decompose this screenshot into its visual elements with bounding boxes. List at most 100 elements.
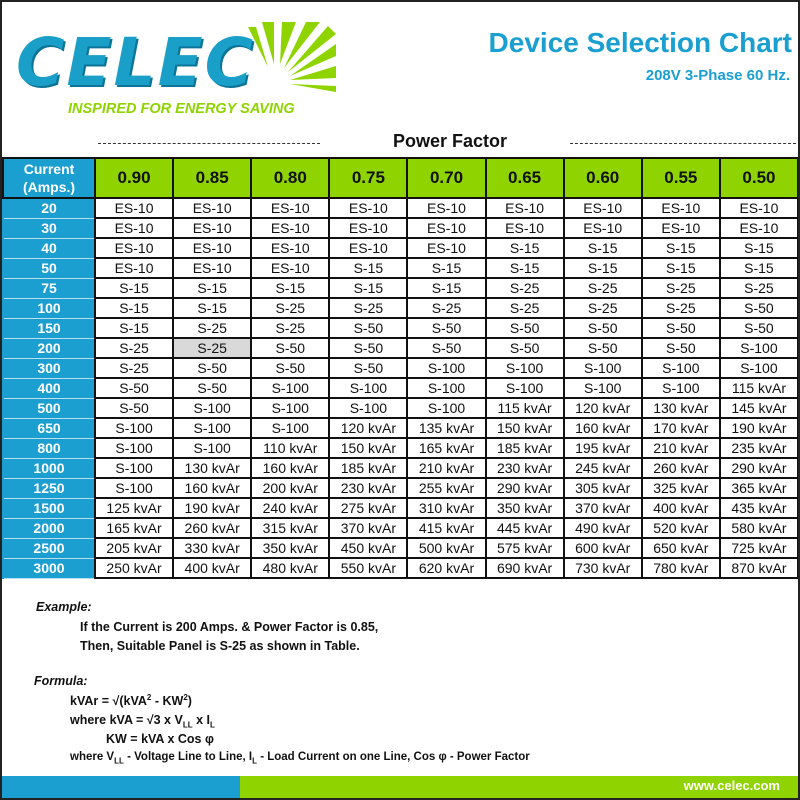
device-cell: 235 kvAr [718,437,798,459]
device-cell: ES-10 [328,237,409,259]
device-cell: S-25 [172,337,253,359]
device-cell: S-25 [718,277,798,299]
website-link[interactable]: www.celec.com [683,778,780,793]
device-cell: ES-10 [250,257,331,279]
device-cell: 330 kvAr [172,537,253,559]
device-cell: ES-10 [172,217,253,239]
power-factor-header: 0.70 [406,157,487,199]
device-cell: S-50 [718,317,798,339]
device-cell: S-50 [562,337,643,359]
formula-legend: where VLL - Voltage Line to Line, IL - L… [70,751,530,766]
current-value: 1250 [2,477,96,499]
device-cell: 245 kvAr [562,457,643,479]
device-cell: S-50 [640,337,721,359]
footer-bar: www.celec.com [2,776,798,798]
device-cell: 490 kvAr [562,517,643,539]
device-cell: S-50 [562,317,643,339]
device-cell: S-50 [484,317,565,339]
sun-burst-icon [248,22,336,92]
device-cell: ES-10 [250,217,331,239]
device-cell: 315 kvAr [250,517,331,539]
device-cell: 230 kvAr [484,457,565,479]
device-cell: 120 kvAr [562,397,643,419]
header-row: Current (Amps.) 0.90 0.85 0.80 0.75 0.70 0.65 0… [2,157,798,199]
device-cell: 365 kvAr [718,477,798,499]
table-row: 3000 250 kvAr 400 kvAr 480 kvAr 550 kvAr 620 … [2,557,798,579]
device-cell: 450 kvAr [328,537,409,559]
device-cell: S-100 [484,357,565,379]
power-factor-header: 0.50 [718,157,798,199]
current-value: 75 [2,277,96,299]
device-cell: 255 kvAr [406,477,487,499]
device-cell: S-15 [562,257,643,279]
device-cell: S-25 [640,277,721,299]
power-factor-header: 0.75 [328,157,409,199]
device-cell: S-25 [640,297,721,319]
device-cell: S-50 [328,357,409,379]
device-cell: 110 kvAr [250,437,331,459]
current-value: 100 [2,297,96,319]
device-cell: S-100 [406,357,487,379]
device-cell: 575 kvAr [484,537,565,559]
device-cell: ES-10 [718,217,798,239]
example-text: If the Current is 200 Amps. & Power Fact… [80,620,379,634]
page-subtitle: 208V 3-Phase 60 Hz. [645,67,790,84]
device-cell: 190 kvAr [172,497,253,519]
device-cell: S-25 [250,317,331,339]
table-row: 150 S-15 S-25 S-25 S-50 S-50 S-50 S-50 S-50 S-50 [2,317,798,339]
device-cell: 780 kvAr [640,557,721,579]
current-value: 200 [2,337,96,359]
device-cell: S-15 [328,257,409,279]
device-cell: S-100 [562,377,643,399]
device-cell: S-50 [328,337,409,359]
device-cell: ES-10 [484,197,565,219]
table-row: 500 S-50 S-100 S-100 S-100 S-100 115 kvAr 120 k… [2,397,798,419]
device-cell: 125 kvAr [93,497,175,519]
device-cell: ES-10 [406,197,487,219]
table-row: 30 ES-10 ES-10 ES-10 ES-10 ES-10 ES-10 ES-10 ES-… [2,217,798,239]
current-value: 400 [2,377,96,399]
device-cell: S-50 [93,397,175,419]
logo-wordmark: CELEC [16,24,256,101]
device-cell: S-50 [640,317,721,339]
device-cell: S-100 [328,377,409,399]
device-cell: 580 kvAr [718,517,798,539]
device-cell: S-100 [93,437,175,459]
device-cell: S-25 [93,357,175,379]
device-cell: S-15 [93,317,175,339]
device-cell: 250 kvAr [93,557,175,579]
device-cell: 650 kvAr [640,537,721,559]
device-cell: 690 kvAr [484,557,565,579]
device-cell: 185 kvAr [484,437,565,459]
device-cell: S-100 [250,417,331,439]
table-row: 1250 S-100 160 kvAr 200 kvAr 230 kvAr 255 kvA… [2,477,798,499]
device-cell: 130 kvAr [640,397,721,419]
power-factor-label: Power Factor [393,131,508,151]
power-factor-header: 0.55 [640,157,721,199]
device-cell: S-100 [406,377,487,399]
device-cell: S-25 [484,297,565,319]
device-cell: 870 kvAr [718,557,798,579]
device-cell: S-50 [93,377,175,399]
device-cell: S-15 [484,237,565,259]
device-cell: 145 kvAr [718,397,798,419]
device-cell: S-100 [250,397,331,419]
device-cell: S-50 [172,357,253,379]
device-cell: 190 kvAr [718,417,798,439]
device-cell: S-100 [93,417,175,439]
device-cell: S-15 [406,257,487,279]
device-cell: 620 kvAr [406,557,487,579]
device-cell: ES-10 [328,217,409,239]
device-cell: 350 kvAr [484,497,565,519]
device-cell: 290 kvAr [484,477,565,499]
device-selection-table: Current (Amps.) 0.90 0.85 0.80 0.75 0.70 0.65 0… [2,157,798,579]
current-value: 30 [2,217,96,239]
device-cell: 150 kvAr [328,437,409,459]
device-cell: S-25 [172,317,253,339]
device-cell: 165 kvAr [93,517,175,539]
device-cell: S-15 [562,237,643,259]
device-cell: S-25 [406,297,487,319]
power-factor-heading: Power Factor [98,130,798,154]
table-row: 400 S-50 S-50 S-100 S-100 S-100 S-100 S-100 S-10… [2,377,798,399]
